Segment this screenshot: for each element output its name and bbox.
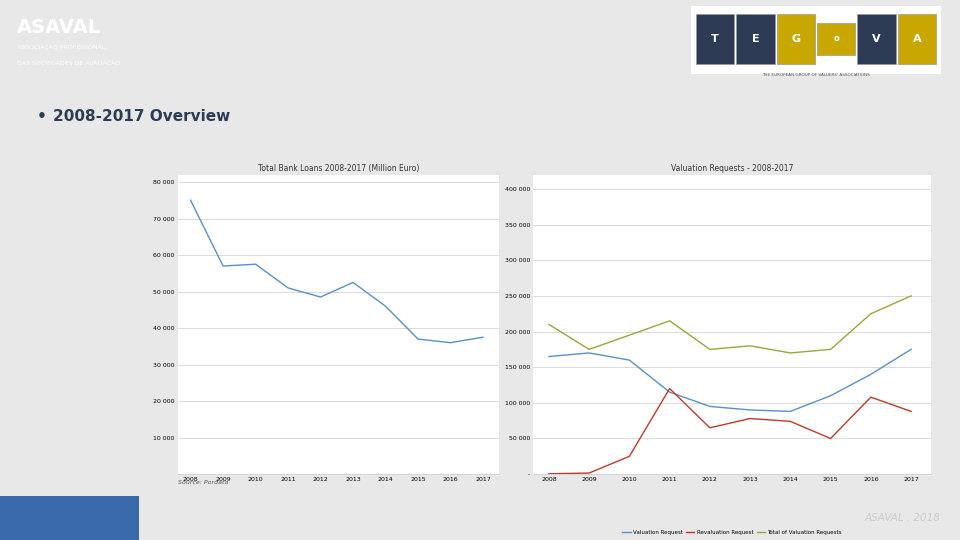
Text: ASSOCIAÇÃO PROFISSIONAL: ASSOCIAÇÃO PROFISSIONAL (17, 45, 106, 50)
Text: ASAVAL . 2018: ASAVAL . 2018 (865, 513, 941, 523)
Text: o: o (833, 35, 839, 43)
Text: A: A (913, 34, 921, 44)
Bar (857, 15, 896, 64)
Text: DAS SOCIEDADES DE AVALIAÇÃO: DAS SOCIEDADES DE AVALIAÇÃO (17, 60, 121, 65)
Text: •: • (36, 109, 46, 124)
Title: Total Bank Loans 2008-2017 (Million Euro): Total Bank Loans 2008-2017 (Million Euro… (257, 164, 420, 173)
Bar (0, 496, 139, 540)
Text: 2008-2017 Overview: 2008-2017 Overview (53, 109, 230, 124)
Text: THE EUROPEAN GROUP OF VALUERS' ASSOCIATIONS: THE EUROPEAN GROUP OF VALUERS' ASSOCIATI… (762, 73, 870, 77)
Legend: Valuation Request, Revaluation Request, Total of Valuation Requests: Valuation Request, Revaluation Request, … (620, 528, 844, 537)
Bar (817, 23, 855, 55)
Text: ASAVAL: ASAVAL (17, 18, 102, 37)
Text: V: V (873, 34, 880, 44)
Text: E: E (752, 34, 759, 44)
Title: Valuation Requests - 2008-2017: Valuation Requests - 2008-2017 (671, 164, 793, 173)
Text: G: G (791, 34, 801, 44)
Bar (898, 15, 936, 64)
Text: Source: Pordata: Source: Pordata (178, 480, 228, 485)
Text: T: T (711, 34, 719, 44)
Bar (691, 6, 941, 73)
Bar (736, 15, 775, 64)
Bar (696, 15, 734, 64)
Bar (777, 15, 815, 64)
